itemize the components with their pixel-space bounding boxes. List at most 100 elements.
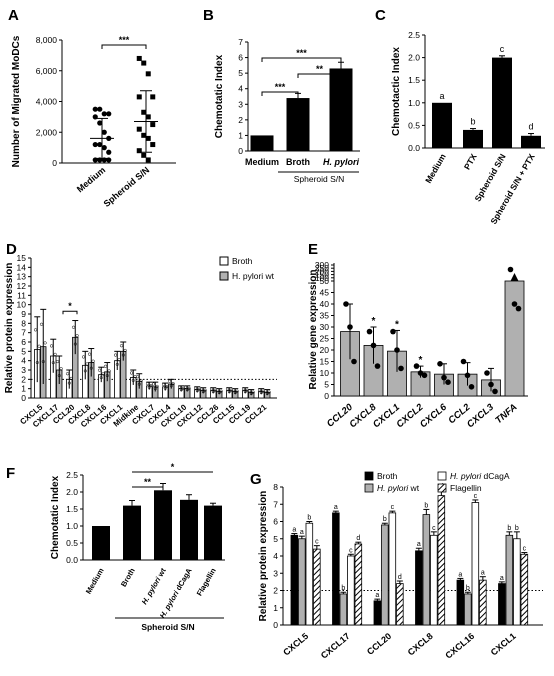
panel-f-y-tick-label: 1.5 (66, 504, 78, 514)
panel-b-y-tick-label: 1 (238, 130, 243, 140)
panel-letter: B (203, 7, 214, 24)
panel-g-legend-swatch (364, 483, 374, 493)
panel-d-point (129, 371, 134, 375)
panel-d-point (183, 385, 188, 389)
panel-a-point (97, 106, 103, 112)
panel-g-y-tick-label: 4 (273, 551, 278, 561)
panel-letter: D (6, 241, 17, 258)
panel-g-bar (339, 593, 348, 626)
panel-b-y-tick-label: 6 (238, 53, 243, 63)
panel-a-point (106, 111, 112, 117)
panel-g-group-letter: b (307, 515, 311, 522)
panel-e-y-tick-label: 10 (320, 368, 330, 378)
panel-g-bar (471, 502, 480, 626)
panel-d-point (43, 341, 47, 345)
panel-g-y-tick-label: 5 (273, 534, 278, 544)
panel-d-y-tick-label: 0 (21, 393, 26, 403)
panel-c-group-letter: b (470, 117, 475, 127)
panel-e-point (351, 358, 357, 365)
panel-d-y-tick-label: 14 (17, 262, 27, 272)
panel-letter: F (6, 465, 15, 482)
panel-d-point (85, 362, 89, 366)
panel-d-point (99, 376, 103, 380)
panel-f-y-axis-title: Chemotatic Index (50, 475, 61, 559)
panel-b-bar (329, 68, 353, 151)
panel-a-point (141, 109, 147, 115)
panel-a-point (101, 111, 107, 117)
panel-d-point (115, 362, 119, 366)
panel-c-x-label: Medium (423, 152, 448, 185)
panel-e-point (488, 381, 494, 388)
panel-d-y-tick-label: 8 (21, 318, 26, 328)
panel-a-x-label: Medium (75, 165, 107, 195)
panel-e-y-tick-label: 30 (320, 322, 330, 332)
panel-b-sig-bracket (261, 57, 342, 62)
panel-e-point (445, 379, 451, 386)
panel-e-point (374, 363, 381, 369)
panel-d-y-tick-label: 1 (21, 384, 26, 394)
panel-b-y-tick-label: 4 (238, 84, 243, 94)
panel-d-y-axis-title: Relative protein expression (4, 263, 15, 394)
panel-g-bar (347, 555, 355, 626)
panel-d-point (153, 387, 157, 391)
panel-d-y-tick-label: 7 (21, 328, 26, 338)
panel-a-y-tick-label: 6,000 (36, 66, 58, 76)
panel-e-y-tick-label: 25 (320, 334, 330, 344)
panel-b-bar (286, 98, 310, 151)
panel-d-point (257, 388, 262, 392)
panel-b-bar (250, 135, 274, 151)
panel-d-point (33, 328, 38, 332)
panel-a-y-tick-label: 8,000 (36, 35, 58, 45)
panel-c-group-letter: c (500, 44, 505, 54)
panel-g-legend-swatch (437, 471, 447, 481)
panel-e-point (366, 328, 373, 335)
panel-e-x-label: CXCL6 (418, 401, 449, 430)
panel-f-y-tick-label: 0.5 (66, 538, 78, 548)
panel-g-bar (520, 553, 529, 626)
panel-g-bar (305, 522, 314, 626)
panel-a-x-label: Spheroid S/N (102, 165, 152, 209)
panel-letter: E (308, 241, 318, 258)
panel-d-point (167, 379, 172, 383)
panel-d-legend-swatch (219, 256, 229, 266)
panel-e-y-tick-label: 40 (320, 299, 330, 309)
panel-a-point (92, 141, 98, 148)
panel-b-x-label: Medium (245, 157, 279, 167)
panel-f: F 0.0 0.5 1.0 1.5 2.0 2.5 Chemotatic Index Mediu… (6, 462, 225, 632)
panel-f-bar (123, 505, 141, 560)
panel-a-sig-bracket-label: *** (119, 35, 130, 45)
panel-d-y-tick-label: 11 (17, 290, 26, 300)
panel-c-y-tick-label: 1.0 (408, 98, 420, 108)
panel-d-point (113, 353, 118, 357)
panel-e-point (398, 365, 404, 372)
panel-f-x-label: Medium (84, 566, 106, 595)
panel-e-tnfa-arrow-head (510, 273, 519, 281)
panel-d-point (97, 368, 102, 372)
panel-d-legend-swatch (219, 271, 229, 281)
panel-g-y-tick-label: 6 (273, 517, 278, 527)
panel-g-x-label: CXCL1 (489, 631, 518, 658)
panel-g-group-letter: b (515, 525, 519, 532)
panel-d-point (41, 360, 45, 364)
panel-b: B 0 1 2 3 4 5 6 7 Chemotatic Index Medium Broth H. p… (203, 7, 360, 184)
panel-d-y-tick-label: 13 (17, 272, 27, 282)
panel-e-point (347, 324, 353, 330)
panel-g-bar (505, 534, 514, 626)
panel-g-x-label: CCL20 (365, 631, 393, 657)
panel-d-point (83, 369, 87, 373)
panel-g-group-letter: c (474, 493, 478, 500)
panel-e-point (394, 347, 400, 353)
panel-g-group-letter: b (507, 525, 511, 532)
panel-g-group-letter: c (523, 546, 527, 553)
panel-e-point (390, 328, 396, 335)
panel-g-y-tick-label: 7 (273, 499, 278, 509)
panel-d-point (177, 385, 182, 389)
panel-f-sig-bracket-label: ** (144, 477, 152, 487)
panel-e-y-tick-label: 35 (320, 311, 330, 321)
panel-a-point (92, 106, 98, 112)
panel-e-bar (504, 280, 525, 397)
panel-e-point (437, 361, 443, 367)
panel-a-point (141, 132, 147, 138)
panel-d-sig-bracket (62, 310, 78, 315)
